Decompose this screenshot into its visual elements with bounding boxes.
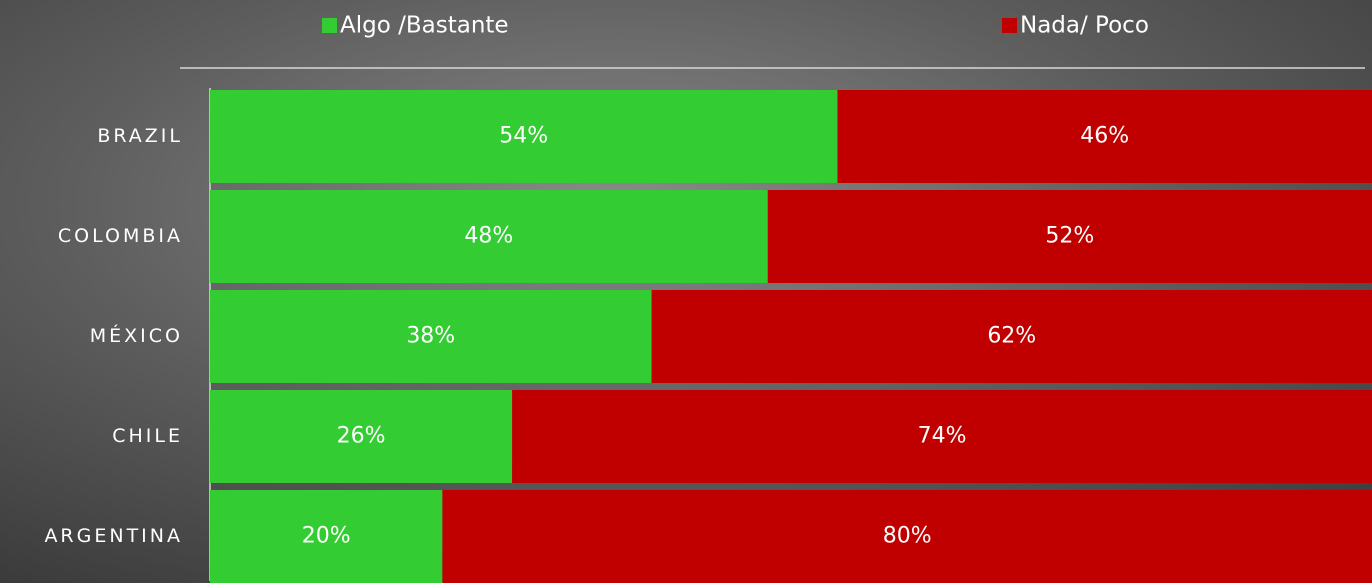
y-tick-label: ARGENTINA (44, 525, 183, 547)
data-label: 80% (883, 524, 932, 549)
legend-label: Algo /Bastante (340, 13, 509, 39)
bar-segment (442, 490, 1372, 583)
bar-segment (210, 390, 513, 483)
data-label: 74% (918, 424, 967, 449)
data-label: 48% (464, 224, 513, 249)
y-tick-label: COLOMBIA (58, 225, 183, 247)
bar-segment (210, 290, 652, 383)
data-label: 20% (302, 524, 351, 549)
bar-segment (512, 390, 1372, 483)
bar-segment (767, 190, 1372, 283)
y-tick-label: MÉXICO (90, 324, 183, 347)
y-tick-label: CHILE (112, 425, 183, 447)
data-label: 46% (1080, 124, 1129, 149)
bar-segment (651, 290, 1372, 383)
data-label: 62% (987, 324, 1036, 349)
legend-swatch (322, 18, 337, 33)
data-label: 54% (499, 124, 548, 149)
data-label: 52% (1045, 224, 1094, 249)
y-tick-label: BRAZIL (97, 125, 183, 147)
data-label: 26% (337, 424, 386, 449)
legend-swatch (1002, 18, 1017, 33)
bar-segment (210, 90, 838, 183)
bar-segment (210, 190, 768, 283)
legend-label: Nada/ Poco (1020, 13, 1149, 39)
bar-segment (210, 490, 443, 583)
data-label: 38% (406, 324, 455, 349)
bar-segment (837, 90, 1372, 183)
